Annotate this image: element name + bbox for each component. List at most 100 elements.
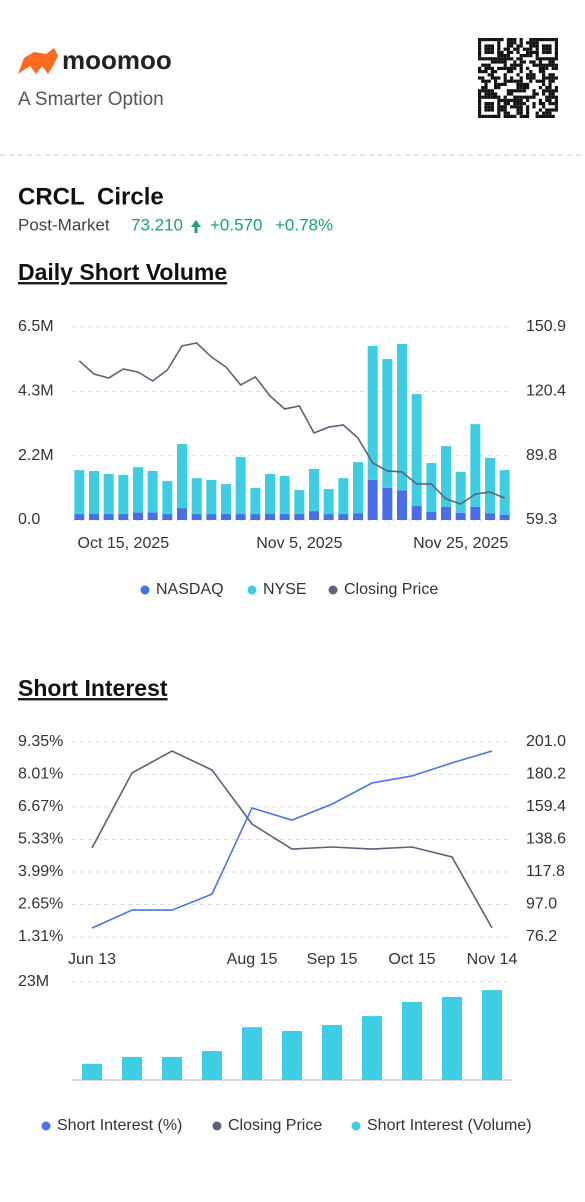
qr-module — [490, 70, 494, 74]
qr-module — [542, 76, 546, 80]
qr-module — [532, 38, 536, 42]
qr-module — [529, 79, 533, 83]
qr-module — [478, 66, 482, 70]
qr-module — [554, 102, 558, 106]
qr-module — [526, 50, 530, 54]
qr-module — [484, 50, 488, 54]
qr-module — [526, 66, 530, 70]
qr-module — [516, 98, 520, 102]
section-title: Daily Short Volume — [18, 259, 227, 285]
legend-marker — [247, 585, 257, 595]
qr-module — [481, 95, 485, 99]
qr-module — [497, 76, 501, 80]
qr-module — [481, 79, 485, 83]
bar — [338, 478, 349, 515]
qr-module — [554, 98, 558, 102]
qr-module — [478, 102, 482, 106]
qr-module — [519, 54, 523, 58]
qr-module — [497, 108, 501, 112]
qr-module — [535, 38, 539, 42]
qr-module — [484, 79, 488, 83]
qr-module — [503, 60, 507, 64]
qr-module — [526, 54, 530, 58]
qr-module — [532, 50, 536, 54]
qr-module — [516, 82, 520, 86]
y-tick-label: 201.0 — [526, 733, 566, 750]
qr-module — [526, 76, 530, 80]
bar — [485, 513, 495, 520]
qr-module — [484, 108, 488, 112]
qr-module — [490, 108, 494, 112]
qr-module — [529, 44, 533, 48]
y-tick-label: 1.31% — [18, 928, 63, 945]
qr-module — [519, 105, 523, 109]
y-tick-label: 97.0 — [526, 896, 557, 913]
qr-module — [551, 73, 555, 77]
bar — [103, 473, 114, 515]
qr-module — [548, 76, 552, 80]
qr-module — [481, 114, 485, 118]
qr-module — [542, 105, 546, 109]
bar — [362, 1016, 382, 1080]
qr-module — [513, 95, 517, 99]
bar — [206, 514, 217, 520]
qr-module — [522, 47, 526, 51]
qr-module — [542, 114, 546, 118]
section-title: Short Interest — [18, 675, 168, 701]
bar — [235, 514, 246, 520]
qr-module — [516, 73, 520, 77]
qr-module — [535, 47, 539, 51]
qr-module — [503, 79, 507, 83]
qr-module — [497, 60, 501, 64]
bar — [367, 346, 378, 480]
bar — [103, 514, 114, 520]
qr-module — [526, 47, 530, 51]
bar — [294, 514, 305, 520]
qr-module — [538, 38, 542, 42]
qr-module — [529, 70, 533, 74]
qr-module — [542, 89, 546, 93]
qr-module — [503, 95, 507, 99]
qr-module — [478, 41, 482, 45]
qr-module — [490, 50, 494, 54]
bar — [133, 467, 143, 513]
symbol: CRCL — [18, 183, 85, 210]
qr-module — [529, 54, 533, 58]
qr-module — [494, 70, 498, 74]
qr-module — [535, 44, 539, 48]
bar — [485, 457, 495, 514]
y-tick-label: 2.65% — [18, 896, 63, 913]
bar — [426, 511, 437, 520]
qr-module — [494, 114, 498, 118]
qr-module — [487, 95, 491, 99]
bar — [89, 514, 99, 520]
qr-module — [548, 50, 552, 54]
qr-module — [506, 92, 510, 96]
qr-module — [484, 63, 488, 67]
qr-module — [513, 60, 517, 64]
y-tick-label: 6.67% — [18, 798, 63, 815]
qr-module — [484, 92, 488, 96]
qr-module — [519, 76, 523, 80]
y-tick-label: 3.99% — [18, 863, 63, 880]
bar — [162, 1056, 182, 1080]
qr-module — [548, 114, 552, 118]
qr-module — [538, 86, 542, 90]
qr-module — [554, 38, 558, 42]
bar — [499, 514, 510, 520]
qr-module — [526, 108, 530, 112]
qr-module — [542, 73, 546, 77]
qr-module — [510, 66, 514, 70]
qr-module — [478, 50, 482, 54]
qr-module — [494, 57, 498, 61]
qr-module — [497, 66, 501, 70]
bar — [147, 512, 158, 520]
qr-module — [542, 57, 546, 61]
qr-module — [497, 38, 501, 42]
qr-module — [548, 38, 552, 42]
qr-module — [497, 98, 501, 102]
qr-module — [554, 50, 558, 54]
qr-module — [478, 44, 482, 48]
qr-module — [487, 47, 491, 51]
qr-module — [529, 50, 533, 54]
